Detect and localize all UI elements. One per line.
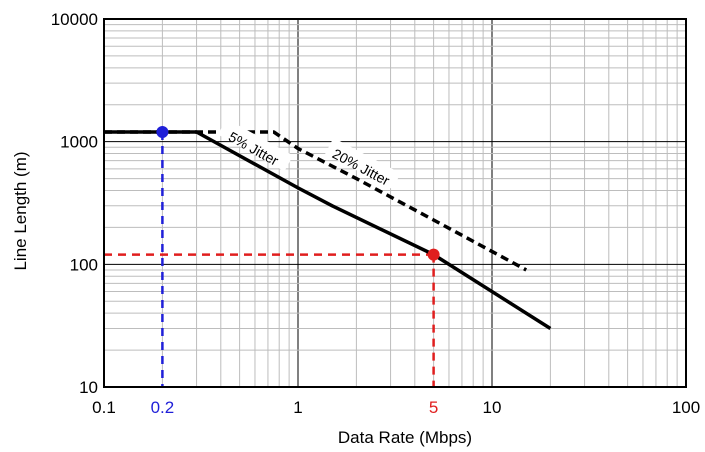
x-tick-label: 0.1 (92, 398, 116, 417)
series-lines (104, 130, 552, 330)
series-label-background (217, 118, 294, 172)
y-tick-label: 100 (70, 255, 98, 274)
x-tick-label: 100 (672, 398, 700, 417)
y-tick-label: 10000 (51, 10, 98, 29)
x-tick-labels: 0.1 0.2 1 5 10 100 (92, 398, 700, 417)
series-line-5-jitter (104, 130, 552, 330)
x-tick-label: 1 (293, 398, 302, 417)
y-tick-label: 1000 (60, 133, 98, 152)
y-tick-labels: 10 100 1000 10000 (51, 10, 98, 397)
reference-marker (156, 125, 169, 138)
x-axis-title: Data Rate (Mbps) (338, 428, 472, 447)
reference-marker (427, 248, 440, 261)
series-line-20-jitter (104, 130, 528, 272)
reference-markers (156, 125, 440, 261)
y-axis-title: Line Length (m) (11, 151, 30, 270)
series-label-background (325, 137, 401, 190)
x-tick-label: 5 (429, 398, 438, 417)
plot-frame (103, 18, 687, 388)
y-tick-label: 10 (79, 378, 98, 397)
chart-grid (104, 19, 686, 387)
x-tick-label: 0.2 (151, 398, 175, 417)
x-tick-label: 10 (483, 398, 502, 417)
